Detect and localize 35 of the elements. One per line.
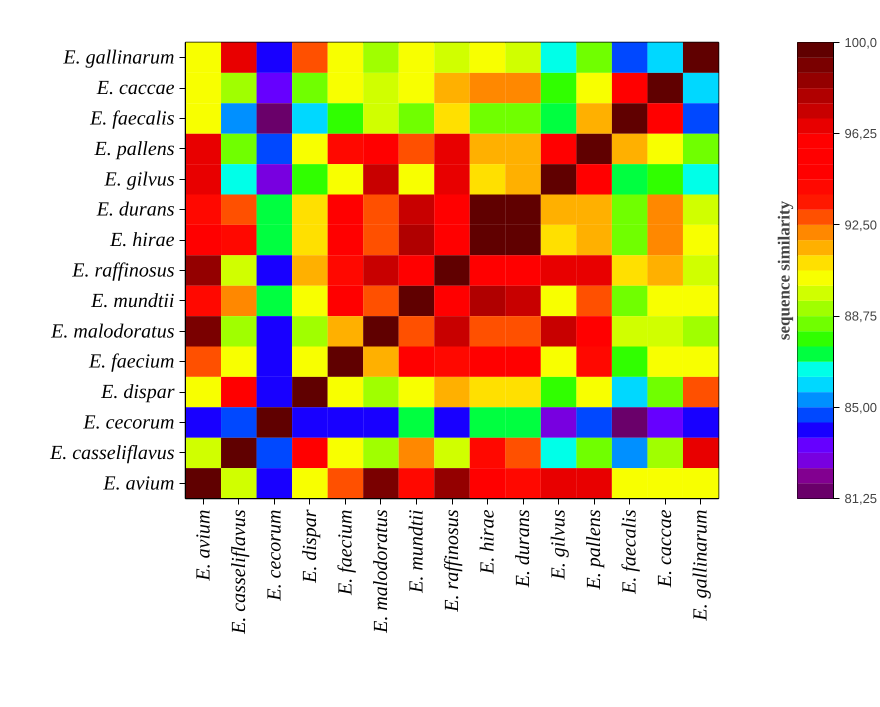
x-tick-label: E. dispar <box>298 509 321 584</box>
x-tick-label: E. gallinarum <box>690 509 712 622</box>
x-tick-label: E. mundtii <box>405 509 428 594</box>
x-tick-label: E. cecorum <box>263 509 286 602</box>
y-tick-label: E. gilvus <box>104 168 175 190</box>
y-tick-label: E. gallinarum <box>62 46 175 69</box>
color-bar-label: 81,25 <box>844 491 878 506</box>
y-tick-label: E. mundtii <box>90 290 175 312</box>
y-tick-label: E. faecalis <box>89 108 175 130</box>
x-tick-label: E. caccae <box>654 509 676 588</box>
x-tick-label: E. gilvus <box>548 509 570 580</box>
color-bar-label: 88,75 <box>844 308 878 324</box>
y-tick-label: E. caccae <box>96 77 175 100</box>
y-tick-label: E. hirae <box>109 229 175 252</box>
color-bar-label: 96,25 <box>844 126 878 142</box>
color-bar-label: 85,00 <box>844 400 878 415</box>
x-tick-label: E. malodoratus <box>370 509 392 634</box>
color-bar-label: 100,0 <box>844 35 878 50</box>
y-tick-label: E. avium <box>102 472 174 494</box>
y-tick-label: E. casseliflavus <box>49 442 175 464</box>
x-tick-label: E. hirae <box>476 509 499 575</box>
y-tick-label: E. faecium <box>88 350 175 373</box>
x-tick-label: E. durans <box>512 509 534 588</box>
color-bar-label: 92,50 <box>844 217 878 232</box>
y-tick-label: E. durans <box>96 198 175 221</box>
x-tick-label: E. faecium <box>334 509 356 596</box>
x-tick-label: E. pallens <box>583 509 606 590</box>
color-bar-title: sequence similarity <box>774 200 794 340</box>
y-tick-label: E. raffinosus <box>71 260 175 282</box>
y-tick-label: E. dispar <box>100 381 175 404</box>
x-tick-label: E. faecalis <box>618 509 641 595</box>
x-tick-label: E. raffinosus <box>441 509 463 613</box>
y-tick-label: E. cecorum <box>82 412 175 434</box>
y-tick-label: E. pallens <box>94 138 175 160</box>
y-tick-label: E. malodoratus <box>50 320 175 342</box>
